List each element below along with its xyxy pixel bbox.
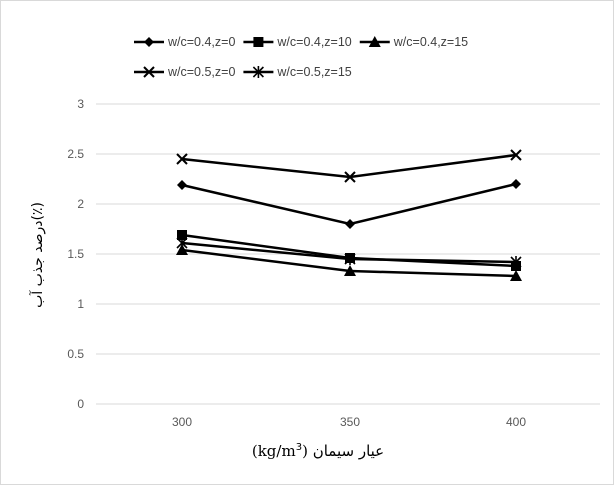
- legend-label: w/c=0.4,z=0: [167, 35, 235, 49]
- x-axis-title-text: عیار سیمان: [313, 442, 384, 460]
- data-point: [345, 219, 355, 229]
- x-tick-label: 300: [172, 415, 192, 429]
- data-point: [177, 180, 187, 190]
- series-0: [177, 179, 521, 229]
- series-4: [176, 237, 522, 268]
- x-axis-title-close: ): [302, 442, 308, 460]
- diamond-marker: [144, 37, 154, 47]
- legend-label: w/c=0.5,z=15: [276, 65, 351, 79]
- star-marker: [510, 256, 522, 268]
- legend-label: w/c=0.4,z=15: [393, 35, 468, 49]
- data-point: [344, 253, 356, 265]
- y-tick-label: 2.5: [67, 147, 84, 161]
- legend-label: w/c=0.5,z=0: [167, 65, 235, 79]
- square-marker: [177, 230, 187, 240]
- data-point: [176, 153, 188, 165]
- diamond-marker: [345, 219, 355, 229]
- legend-item: w/c=0.5,z=0: [134, 65, 235, 79]
- legend-item: w/c=0.5,z=15: [243, 65, 352, 79]
- series-line: [181, 153, 517, 179]
- x-tick-label: 350: [340, 415, 360, 429]
- triangle-marker: [344, 265, 356, 276]
- diamond-marker: [177, 180, 187, 190]
- data-point: [511, 179, 521, 189]
- triangle-marker: [176, 244, 188, 255]
- y-tick-label: 1.5: [67, 247, 84, 261]
- data-point: [344, 171, 356, 183]
- legend-label: w/c=0.4,z=10: [276, 35, 351, 49]
- legend-item: w/c=0.4,z=15: [359, 35, 468, 49]
- square-marker: [253, 37, 264, 47]
- x-axis-title-sup: 3: [296, 442, 302, 453]
- data-point: [510, 270, 522, 281]
- y-tick-label: 2: [77, 197, 84, 211]
- x-marker: [344, 171, 356, 183]
- star-marker: [252, 66, 264, 78]
- data-point: [176, 237, 188, 249]
- data-point: [510, 149, 522, 161]
- y-tick-label: 3: [77, 97, 84, 111]
- x-marker: [143, 66, 155, 78]
- y-axis-title: درصد جذب آب(٪): [29, 202, 46, 308]
- y-tick-label: 1: [77, 297, 84, 311]
- y-tick-label: 0: [77, 397, 84, 411]
- x-tick-labels: 300 350 400: [172, 415, 526, 429]
- x-marker: [510, 149, 522, 161]
- triangle-marker: [510, 270, 522, 281]
- legend-item: w/c=0.4,z=0: [134, 35, 235, 49]
- x-axis-title: (kg/m3) عیار سیمان: [252, 442, 384, 460]
- series-group: [176, 149, 522, 281]
- series-3: [176, 149, 522, 183]
- series-1: [177, 230, 521, 271]
- series-2: [176, 244, 522, 281]
- data-point: [344, 265, 356, 276]
- diamond-marker: [511, 179, 521, 189]
- star-marker: [176, 237, 188, 249]
- y-tick-labels: 0 0.5 1 1.5 2 2.5 3: [67, 97, 84, 411]
- x-marker: [176, 153, 188, 165]
- legend: w/c=0.4,z=0 w/c=0.4,z=10 w/c=0.4,z=15 w/c=0…: [134, 35, 468, 79]
- x-axis-title-unit: (kg/m: [252, 442, 296, 460]
- data-point: [177, 230, 187, 240]
- star-marker: [344, 253, 356, 265]
- legend-item: w/c=0.4,z=10: [243, 35, 352, 49]
- y-tick-label: 0.5: [67, 347, 84, 361]
- data-point: [510, 256, 522, 268]
- x-tick-label: 400: [506, 415, 526, 429]
- data-point: [176, 244, 188, 255]
- triangle-marker: [368, 36, 381, 47]
